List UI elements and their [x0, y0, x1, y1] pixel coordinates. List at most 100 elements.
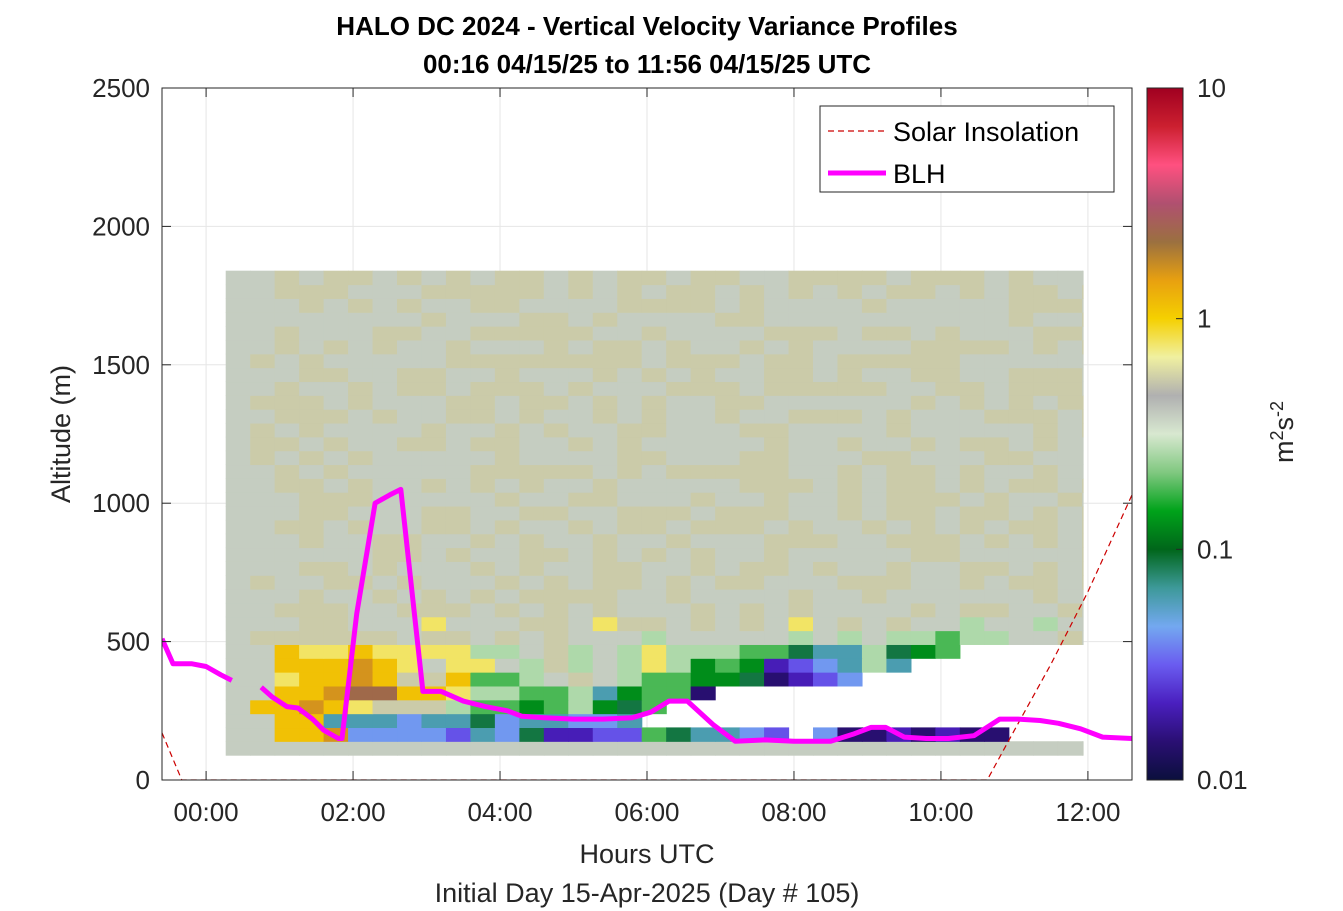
- heatmap-cell: [935, 339, 961, 355]
- heatmap-cell: [1008, 270, 1034, 286]
- heatmap-cell: [861, 284, 888, 299]
- heatmap-cell: [543, 644, 569, 659]
- heatmap-cell: [397, 685, 423, 701]
- heatmap-cell: [861, 326, 888, 341]
- heatmap-cell: [1008, 450, 1034, 466]
- heatmap-cell: [715, 298, 741, 313]
- heatmap-cell: [299, 381, 325, 396]
- heatmap-cell: [323, 339, 349, 355]
- heatmap-cell: [641, 353, 667, 369]
- heatmap-cell: [543, 422, 569, 438]
- heatmap-cell: [813, 547, 839, 562]
- heatmap-cell: [592, 298, 618, 313]
- heatmap-cell: [813, 436, 839, 452]
- heatmap-cell: [274, 422, 300, 438]
- heatmap-cell: [910, 422, 936, 438]
- heatmap-cell: [910, 339, 936, 355]
- heatmap-cell: [274, 533, 300, 549]
- heatmap-cell: [1033, 505, 1059, 521]
- heatmap-cell: [225, 450, 251, 466]
- heatmap-cell: [617, 602, 643, 618]
- heatmap-cell: [421, 436, 447, 452]
- heatmap-cell: [274, 464, 300, 479]
- heatmap-cell: [935, 478, 961, 493]
- heatmap-cell: [274, 450, 300, 466]
- heatmap-cell: [348, 699, 374, 715]
- heatmap-cell: [1057, 602, 1083, 618]
- heatmap-cell: [421, 561, 447, 576]
- heatmap-cell: [837, 519, 863, 535]
- heatmap-cell: [372, 409, 398, 424]
- heatmap-cell: [1057, 353, 1083, 369]
- heatmap-cell: [372, 284, 398, 299]
- heatmap-cell: [837, 353, 863, 369]
- heatmap-cell: [886, 478, 912, 493]
- heatmap-cell: [421, 658, 447, 673]
- heatmap-cell: [1057, 547, 1083, 562]
- heatmap-cell: [666, 339, 692, 355]
- heatmap-cell: [519, 326, 545, 341]
- heatmap-cell: [1082, 395, 1084, 410]
- heatmap-cell: [666, 589, 692, 604]
- heatmap-cell: [739, 533, 765, 549]
- heatmap-cell: [519, 422, 545, 438]
- heatmap-cell: [788, 672, 814, 687]
- heatmap-cell: [519, 492, 545, 507]
- heatmap-cell: [617, 478, 643, 493]
- heatmap-cell: [959, 409, 985, 424]
- heatmap-cell: [910, 395, 936, 410]
- heatmap-cell: [764, 298, 790, 313]
- heatmap-cell: [274, 312, 300, 327]
- heatmap-cell: [666, 367, 692, 383]
- heatmap-cell: [274, 519, 300, 535]
- heatmap-cell: [813, 533, 839, 549]
- heatmap-cell: [715, 422, 741, 438]
- heatmap-cell: [274, 561, 300, 576]
- heatmap-cell: [788, 561, 814, 576]
- heatmap-cell: [470, 298, 496, 313]
- heatmap-cell: [739, 381, 765, 396]
- heatmap-cell: [959, 561, 985, 576]
- heatmap-cell: [568, 741, 594, 756]
- heatmap-cell: [935, 575, 961, 590]
- heatmap-cell: [813, 409, 839, 424]
- heatmap-cell: [470, 284, 496, 299]
- heatmap-cell: [421, 464, 447, 479]
- heatmap-cell: [372, 298, 398, 313]
- heatmap-cell: [372, 312, 398, 327]
- heatmap-cell: [372, 395, 398, 410]
- heatmap-cell: [470, 713, 496, 729]
- heatmap-cell: [445, 326, 472, 341]
- heatmap-cell: [861, 505, 888, 521]
- heatmap-cell: [617, 644, 643, 659]
- heatmap-cell: [372, 353, 398, 369]
- heatmap-cell: [910, 547, 936, 562]
- heatmap-cell: [813, 353, 839, 369]
- heatmap-cell: [470, 436, 496, 452]
- heatmap-cell: [739, 326, 765, 341]
- heatmap-cell: [715, 339, 741, 355]
- heatmap-cell: [592, 672, 618, 687]
- heatmap-cell: [1057, 270, 1083, 286]
- heatmap-cell: [984, 478, 1010, 493]
- heatmap-cell: [861, 450, 888, 466]
- heatmap-cell: [372, 658, 398, 673]
- heatmap-cell: [494, 436, 520, 452]
- heatmap-cell: [641, 672, 667, 687]
- heatmap-cell: [1033, 616, 1059, 632]
- heatmap-cell: [617, 672, 643, 687]
- heatmap-cell: [764, 409, 790, 424]
- heatmap-cell: [470, 409, 496, 424]
- heatmap-cell: [837, 284, 863, 299]
- x-axis-label: Hours UTC: [579, 839, 714, 869]
- heatmap-cell: [494, 326, 520, 341]
- heatmap-cell: [1033, 589, 1059, 604]
- heatmap-cell: [372, 561, 398, 576]
- heatmap-cell: [421, 741, 447, 756]
- heatmap-cell: [445, 589, 472, 604]
- heatmap-cell: [1008, 339, 1034, 355]
- heatmap-cell: [886, 589, 912, 604]
- heatmap-cell: [470, 685, 496, 701]
- heatmap-cell: [788, 575, 814, 590]
- heatmap-cell: [935, 353, 961, 369]
